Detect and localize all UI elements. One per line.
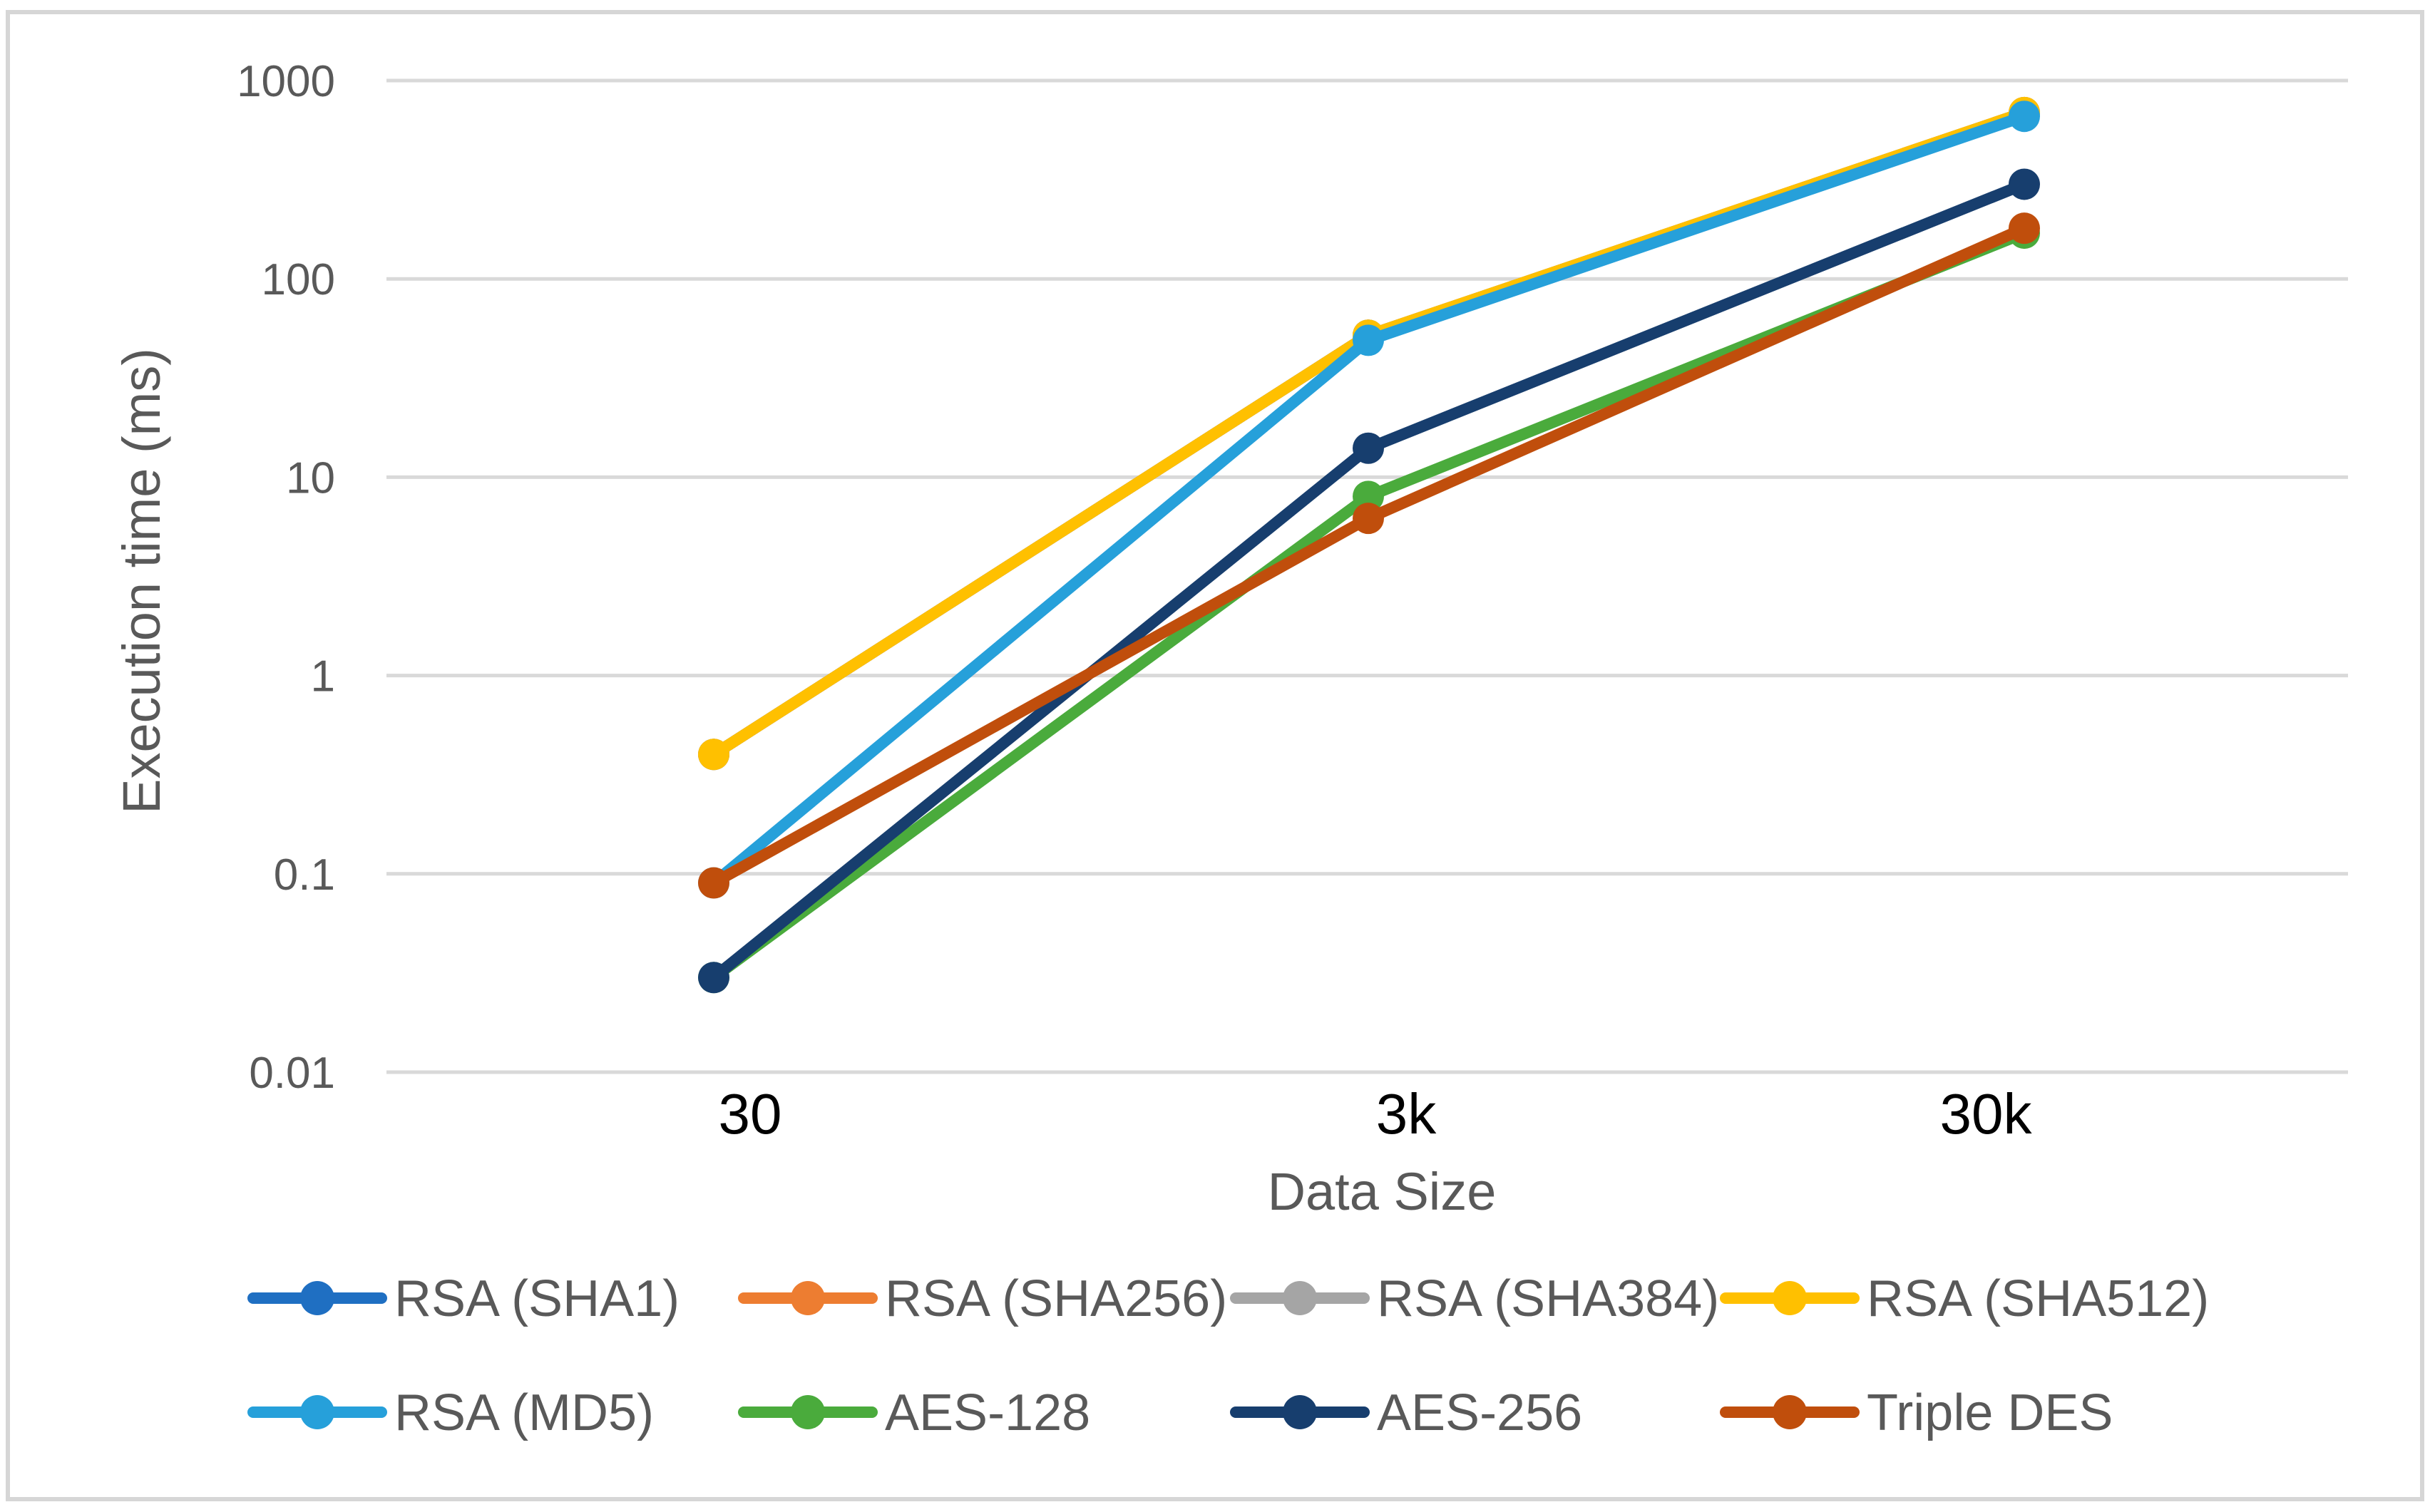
gridlines xyxy=(386,78,2348,1074)
y-tick-label: 10 xyxy=(286,453,335,503)
legend-swatch-marker xyxy=(1283,1395,1317,1429)
legend-label: AES-128 xyxy=(885,1384,1090,1441)
data-point xyxy=(2009,168,2040,200)
legend-label: RSA (SHA512) xyxy=(1867,1270,2209,1327)
legend-item: RSA (SHA384) xyxy=(1230,1270,1719,1327)
data-point xyxy=(2009,101,2040,133)
x-axis-title: Data Size xyxy=(1268,1162,1497,1221)
legend-swatch-marker xyxy=(1283,1281,1317,1315)
legend-item: Triple DES xyxy=(1720,1384,2113,1441)
legend-item: AES-256 xyxy=(1230,1384,1582,1441)
y-tick-label: 1000 xyxy=(237,57,335,106)
legend-swatch-marker xyxy=(300,1281,334,1315)
y-axis-title: Execution time (ms) xyxy=(112,348,171,814)
series-7 xyxy=(698,212,2040,899)
legend-label: RSA (SHA1) xyxy=(394,1270,680,1327)
data-point xyxy=(698,739,729,771)
legend-swatch-marker xyxy=(791,1281,825,1315)
data-point xyxy=(1353,432,1384,464)
data-point xyxy=(698,962,729,994)
data-point xyxy=(1353,480,1384,513)
series-line xyxy=(708,178,2030,984)
legend-swatch-marker xyxy=(1773,1395,1807,1429)
legend-item: RSA (SHA512) xyxy=(1720,1270,2209,1327)
legend-label: RSA (SHA256) xyxy=(885,1270,1227,1327)
y-tick-label: 1 xyxy=(311,652,335,701)
y-axis-ticks: 0.01 0.1 1 10 100 1000 xyxy=(237,57,335,1098)
legend-label: RSA (MD5) xyxy=(394,1384,654,1441)
y-tick-label: 0.1 xyxy=(274,850,335,900)
legend: RSA (SHA1) RSA (SHA256) RSA (SHA384) RSA (S… xyxy=(247,1270,2209,1441)
legend-item: RSA (MD5) xyxy=(247,1384,654,1441)
legend-item: AES-128 xyxy=(738,1384,1090,1441)
legend-item: RSA (SHA256) xyxy=(738,1270,1227,1327)
x-tick-label: 30k xyxy=(1940,1082,2033,1146)
legend-label: Triple DES xyxy=(1867,1384,2113,1441)
legend-label: AES-256 xyxy=(1377,1384,1582,1441)
data-point xyxy=(2009,212,2040,245)
legend-label: RSA (SHA384) xyxy=(1377,1270,1719,1327)
data-point xyxy=(1353,324,1384,356)
data-point xyxy=(698,867,729,899)
legend-swatch-marker xyxy=(300,1395,334,1429)
y-tick-label: 0.01 xyxy=(249,1049,335,1098)
x-tick-label: 30 xyxy=(719,1082,782,1146)
series-lines xyxy=(698,96,2040,994)
series-6 xyxy=(698,168,2040,994)
chart-frame xyxy=(6,10,2424,1501)
legend-item: RSA (SHA1) xyxy=(247,1270,680,1327)
x-tick-label: 3k xyxy=(1376,1082,1437,1146)
data-point xyxy=(1353,503,1384,535)
x-axis-ticks: 30 3k 30k xyxy=(719,1082,2033,1146)
legend-swatch-marker xyxy=(1773,1281,1807,1315)
y-tick-label: 100 xyxy=(262,255,335,304)
legend-swatch-marker xyxy=(791,1395,825,1429)
